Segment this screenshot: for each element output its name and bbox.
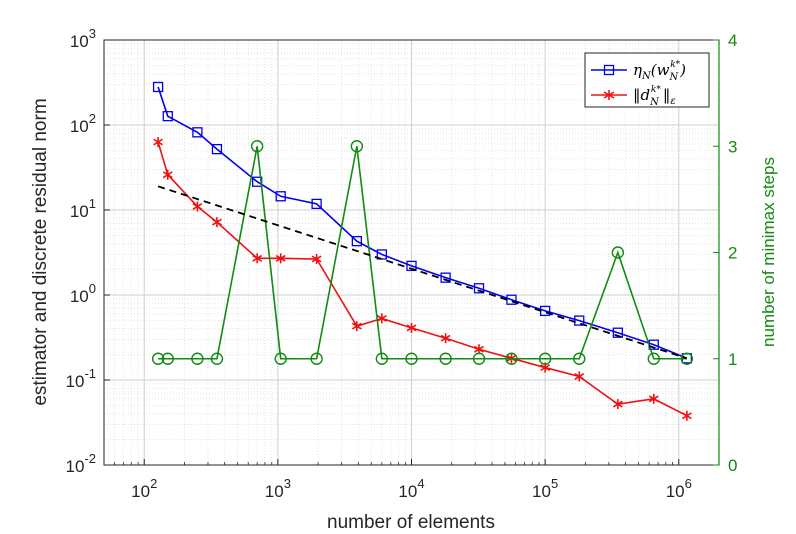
- data-point-minimax-steps: [310, 352, 323, 365]
- data-point-residual: [311, 254, 322, 265]
- data-point-eta: [376, 249, 388, 260]
- data-point-eta: [275, 191, 286, 202]
- grid: [103, 40, 720, 466]
- asterisk-stroke: [192, 203, 203, 210]
- asterisk-stroke: [540, 364, 551, 372]
- data-point-eta: [152, 81, 164, 93]
- right-tick-label: 3: [728, 137, 737, 156]
- x-tick-label: 102: [131, 476, 157, 501]
- data-point-minimax-steps: [274, 352, 287, 365]
- data-point-residual: [192, 201, 203, 212]
- x-tick-label: 104: [398, 476, 424, 501]
- asterisk-stroke: [474, 345, 484, 353]
- asterisk-stroke: [681, 412, 692, 420]
- legend: ηN(wNk*) ‖dNk* ‖ε: [584, 52, 710, 108]
- y-tick-label: 10-1: [66, 366, 96, 391]
- data-point-minimax-steps: [611, 246, 625, 259]
- data-point-minimax-steps: [191, 352, 204, 365]
- data-point-minimax-steps: [210, 352, 224, 365]
- data-point-minimax-steps: [680, 352, 694, 365]
- data-point-minimax-steps: [250, 140, 264, 153]
- data-point-minimax-steps: [405, 352, 418, 365]
- data-point-residual: [275, 253, 286, 264]
- series-line-reference-slope: [157, 185, 688, 360]
- asterisk-stroke: [376, 314, 387, 322]
- legend-box: [584, 52, 710, 108]
- data-point-minimax-steps: [375, 352, 389, 365]
- data-point-minimax-steps: [505, 352, 518, 365]
- data-point-residual: [612, 399, 623, 410]
- right-tick-label: 4: [728, 31, 737, 50]
- data-point-eta: [473, 283, 485, 294]
- axes: 102 103 104 105 106 10-2 10-1 100 101 102 103 0 1 2 3 4: [66, 26, 738, 501]
- y-tick-label: 101: [70, 196, 96, 221]
- x-axis-label: number of elements: [327, 512, 495, 533]
- data-point-minimax-steps: [151, 352, 165, 365]
- right-y-axis-label: number of minimax steps: [759, 157, 778, 347]
- asterisk-stroke: [574, 373, 585, 380]
- data-point-eta: [406, 260, 417, 272]
- series-line-minimax-steps: [158, 146, 687, 360]
- asterisk-stroke: [406, 324, 417, 332]
- legend-label-residual: ‖dNk* ‖ε: [633, 85, 676, 108]
- data-point-minimax-steps: [161, 352, 174, 365]
- data-point-eta: [311, 198, 322, 210]
- data-point-minimax-steps: [472, 352, 486, 365]
- data-point-residual: [574, 371, 585, 382]
- data-point-eta: [211, 143, 223, 155]
- data-point-residual: [252, 253, 263, 264]
- x-tick-label: 105: [532, 476, 558, 501]
- legend-marker-eta: [603, 64, 615, 76]
- asterisk-stroke: [648, 395, 659, 403]
- asterisk-stroke: [153, 138, 164, 146]
- data-point-minimax-steps: [573, 352, 586, 365]
- data-point-eta: [192, 127, 203, 138]
- data-point-eta: [440, 272, 451, 283]
- asterisk-stroke: [440, 334, 451, 342]
- data-point-residual: [351, 321, 362, 332]
- y-tick-label: 102: [70, 111, 96, 136]
- y-axis-label: estimator and discrete residual norm: [30, 98, 51, 405]
- y-tick-label: 100: [70, 281, 96, 306]
- data-point-residual: [376, 313, 387, 324]
- asterisk-stroke: [612, 400, 623, 408]
- data-point-eta: [574, 315, 585, 326]
- data-point-residual: [153, 137, 164, 148]
- data-point-residual: [212, 217, 222, 228]
- data-point-minimax-steps: [439, 352, 452, 365]
- series-layer: [151, 81, 694, 421]
- x-tick-label: 106: [666, 476, 692, 501]
- y-tick-label: 10-2: [66, 451, 96, 476]
- data-point-residual: [648, 393, 659, 404]
- asterisk-stroke: [162, 171, 173, 179]
- data-point-minimax-steps: [350, 140, 364, 153]
- asterisk-stroke: [311, 255, 322, 263]
- data-point-minimax-steps: [538, 352, 552, 365]
- data-point-eta: [162, 111, 173, 122]
- data-point-residual: [440, 333, 451, 344]
- right-tick-label: 0: [728, 456, 737, 475]
- data-point-eta: [612, 327, 623, 338]
- data-point-residual: [406, 322, 417, 333]
- legend-marker-residual: [603, 90, 615, 100]
- series-line-eta: [157, 86, 688, 360]
- data-point-residual: [162, 169, 173, 180]
- right-tick-label: 2: [728, 244, 737, 263]
- right-tick-label: 1: [728, 350, 737, 369]
- asterisk-stroke: [275, 254, 286, 262]
- data-point-residual: [681, 410, 692, 421]
- asterisk-stroke: [252, 254, 263, 262]
- asterisk-stroke: [351, 322, 362, 330]
- data-point-eta: [351, 236, 363, 247]
- data-point-minimax-steps: [647, 352, 660, 365]
- x-tick-label: 103: [265, 476, 291, 501]
- asterisk-stroke: [212, 218, 222, 226]
- y-tick-label: 103: [70, 26, 96, 51]
